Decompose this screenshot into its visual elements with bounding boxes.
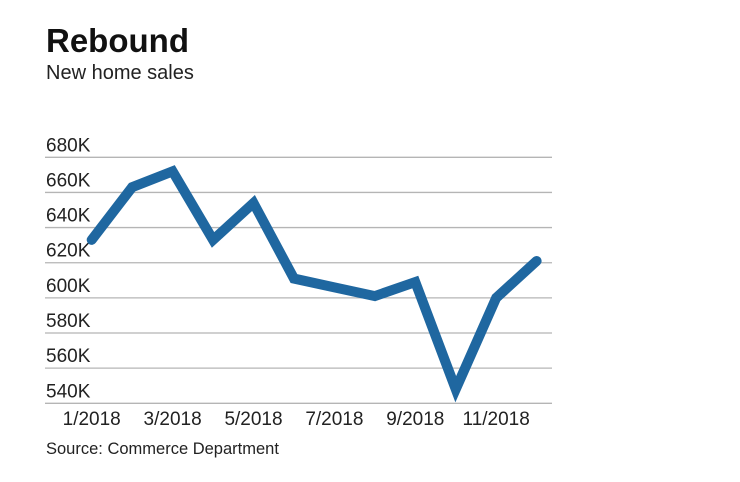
x-tick-label: 5/2018 (224, 409, 282, 430)
series-line (86, 165, 542, 403)
x-tick-label: 3/2018 (144, 409, 202, 430)
x-tick-label: 11/2018 (463, 409, 530, 430)
y-tick-label: 660K (46, 170, 91, 191)
y-tick-label: 540K (46, 381, 91, 402)
y-tick-label: 620K (46, 241, 91, 262)
y-tick-label: 580K (46, 311, 91, 332)
chart-title: Rebound (46, 22, 189, 59)
source-note: Source: Commerce Department (46, 440, 279, 458)
x-tick-label: 7/2018 (305, 409, 363, 430)
x-tick-label: 1/2018 (63, 409, 121, 430)
x-tick-label: 9/2018 (386, 409, 444, 430)
chart-subtitle: New home sales (46, 62, 194, 84)
y-tick-label: 560K (46, 346, 91, 367)
y-tick-label: 600K (46, 276, 91, 297)
y-tick-label: 680K (46, 135, 91, 156)
y-tick-label: 640K (46, 206, 91, 227)
